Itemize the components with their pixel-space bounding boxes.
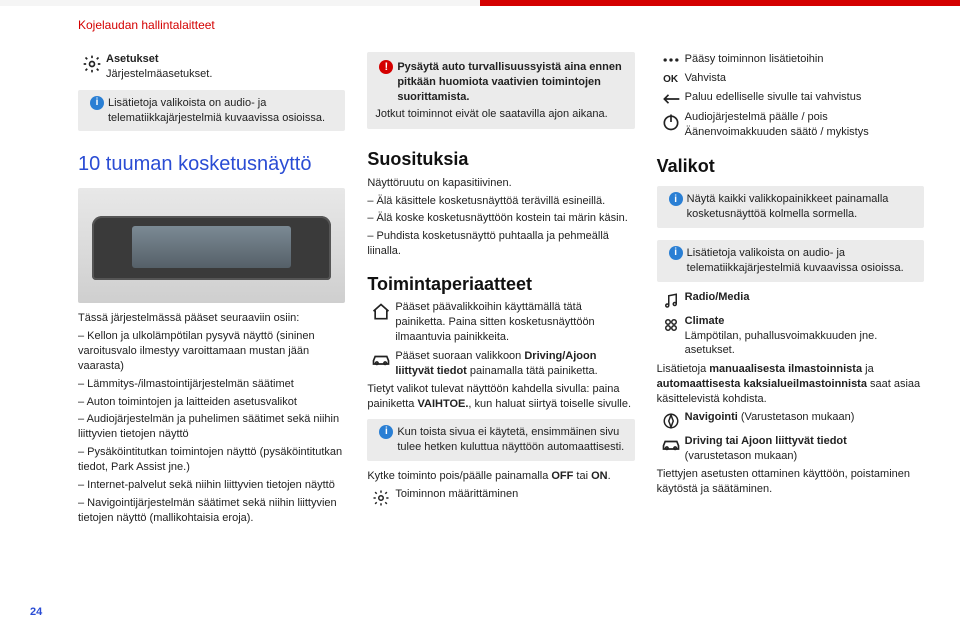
column-1: Asetukset Järjestelmäasetukset. i Lisäti… (78, 52, 345, 590)
home-text: Pääset päävalikkoihin käyttämällä tätä p… (395, 300, 634, 345)
manual-b1: manuaalisesta ilmastoinnista (709, 363, 862, 375)
warn-bold: Pysäytä auto turvallisuussyistä aina enn… (397, 61, 621, 103)
off-post: . (608, 470, 611, 482)
bullet-2: – Auton toimintojen ja laitteiden asetus… (78, 395, 345, 410)
column-3: Pääsy toiminnon lisätietoihin OK Vahvist… (657, 52, 924, 590)
info-icon-3: i (665, 192, 687, 206)
nav-bold: Navigointi (685, 411, 738, 423)
back-arrow-icon (657, 90, 685, 106)
touchscreen-image (78, 188, 345, 303)
climate-bold: Climate (685, 315, 725, 327)
warn-rest: Jotkut toiminnot eivät ole saatavilla aj… (375, 107, 626, 122)
row-power-text: Audiojärjestelmä päälle / pois Äänenvoim… (685, 110, 924, 140)
off-b2: ON (591, 470, 608, 482)
page-header: Kojelaudan hallintalaitteet (78, 18, 215, 32)
asetukset-desc: Järjestelmäasetukset. (106, 68, 212, 80)
info-text-3: Näytä kaikki valikkopainikkeet painamall… (687, 192, 916, 222)
info-icon-4: i (665, 246, 687, 260)
page-number: 24 (30, 606, 42, 618)
warning-icon: ! (375, 60, 397, 74)
valikot-heading: Valikot (657, 154, 924, 178)
onoff-line: Kytke toiminto pois/päälle painamalla OF… (367, 469, 634, 484)
content-columns: Asetukset Järjestelmäasetukset. i Lisäti… (78, 52, 924, 590)
bullet-5: – Internet-palvelut sekä niihin liittyvi… (78, 478, 345, 493)
bullet-0: – Kellon ja ulkolämpötilan pysyvä näyttö… (78, 329, 345, 374)
off-pre: Kytke toiminto pois/päälle painamalla (367, 470, 551, 482)
info-box-3: i Näytä kaikki valikkopainikkeet painama… (657, 186, 924, 228)
note-bold: VAIHTOE. (417, 398, 468, 410)
info-text-4: Lisätietoja valikoista on audio- ja tele… (687, 246, 916, 276)
gear-icon-2 (367, 487, 395, 507)
ok-icon: OK (657, 71, 685, 87)
row-ok: OK Vahvista (657, 71, 924, 87)
asetukset-row: Asetukset Järjestelmäasetukset. (78, 52, 345, 82)
radio-label: Radio/Media (685, 291, 750, 303)
manual-pre: Lisätietoja (657, 363, 710, 375)
info-icon-2: i (375, 425, 397, 439)
manual-b2: automaattisesta kaksialueilmastoinnista (657, 378, 867, 390)
car-post: painamalla tätä painiketta. (467, 365, 598, 377)
bullet-3: – Audiojärjestelmän ja puhelimen säätime… (78, 412, 345, 442)
row-info: Pääsy toiminnon lisätietoihin (657, 52, 924, 67)
home-icon (367, 300, 395, 322)
off-mid: tai (573, 470, 591, 482)
top-accent-bar (0, 0, 960, 6)
car-pre: Pääset suoraan valikkoon (395, 350, 524, 362)
touchscreen-heading: 10 tuuman kosketusnäyttö (78, 151, 345, 178)
manual-line: Lisätietoja manuaalisesta ilmastoinnista… (657, 362, 924, 407)
bullet-6: – Navigointijärjestelmän säätimet sekä n… (78, 496, 345, 526)
manual-mid: ja (862, 363, 874, 375)
info-text-2: Kun toista sivua ei käytetä, ensimmäinen… (397, 425, 626, 455)
nav-row: Navigointi (Varustetason mukaan) (657, 410, 924, 430)
climate-icon (657, 314, 685, 334)
bullet-1: – Lämmitys-/ilmastointijärjestelmän säät… (78, 377, 345, 392)
car-icon (367, 349, 395, 367)
radio-row: Radio/Media (657, 290, 924, 310)
column-2: ! Pysäytä auto turvallisuussyistä aina e… (367, 52, 634, 590)
footer-line: Tiettyjen asetusten ottaminen käyttöön, … (657, 467, 924, 497)
row-info-text: Pääsy toiminnon lisätietoihin (685, 52, 924, 67)
off-b1: OFF (551, 470, 573, 482)
info-box-2: i Kun toista sivua ei käytetä, ensimmäin… (367, 419, 634, 461)
row-back: Paluu edelliselle sivulle tai vahvistus (657, 90, 924, 106)
warning-box: ! Pysäytä auto turvallisuussyistä aina e… (367, 52, 634, 129)
row-power: Audiojärjestelmä päälle / pois Äänenvoim… (657, 110, 924, 140)
info-box-4: i Lisätietoja valikoista on audio- ja te… (657, 240, 924, 282)
dots-icon (657, 52, 685, 66)
row-ok-text: Vahvista (685, 71, 924, 86)
music-note-icon (657, 290, 685, 310)
home-row: Pääset päävalikkoihin käyttämällä tätä p… (367, 300, 634, 345)
power-icon (657, 110, 685, 132)
car-icon-2 (657, 434, 685, 452)
info-box-1: i Lisätietoja valikoista on audio- ja te… (78, 90, 345, 132)
suos-1: – Älä käsittele kosketusnäyttöä terävill… (367, 194, 634, 209)
nav-text: (Varustetason mukaan) (738, 411, 855, 423)
bullet-4: – Pysäköintitutkan toimintojen näyttö (p… (78, 445, 345, 475)
gear-text: Toiminnon määrittäminen (395, 487, 634, 502)
toimintaperiaatteet-heading: Toimintaperiaatteet (367, 272, 634, 296)
suos-0: Näyttöruutu on kapasitiivinen. (367, 176, 634, 191)
intro-text: Tässä järjestelmässä pääset seuraaviin o… (78, 311, 345, 326)
vaihtoe-note: Tietyt valikot tulevat näyttöön kahdella… (367, 382, 634, 412)
drive-row: Driving tai Ajoon liittyvät tiedot (varu… (657, 434, 924, 464)
suosituksia-heading: Suosituksia (367, 147, 634, 171)
car-row: Pääset suoraan valikkoon Driving/Ajoon l… (367, 349, 634, 379)
climate-row: Climate Lämpötilan, puhallusvoimakkuuden… (657, 314, 924, 359)
compass-icon (657, 410, 685, 430)
row-back-text: Paluu edelliselle sivulle tai vahvistus (685, 90, 924, 105)
info-text-1: Lisätietoja valikoista on audio- ja tele… (108, 96, 337, 126)
asetukset-title: Asetukset (106, 53, 159, 65)
suos-3: – Puhdista kosketusnäyttö puhtaalla ja p… (367, 229, 634, 259)
gear-icon (78, 52, 106, 74)
climate-text: Lämpötilan, puhallusvoimakkuuden jne. as… (685, 330, 878, 357)
suos-2: – Älä koske kosketusnäyttöön kostein tai… (367, 211, 634, 226)
drive-bold: Driving tai Ajoon liittyvät tiedot (685, 435, 847, 447)
info-icon: i (86, 96, 108, 110)
note-post: , kun haluat siirtyä toiselle sivulle. (468, 398, 631, 410)
gear-row: Toiminnon määrittäminen (367, 487, 634, 507)
drive-text: (varustetason mukaan) (685, 450, 798, 462)
